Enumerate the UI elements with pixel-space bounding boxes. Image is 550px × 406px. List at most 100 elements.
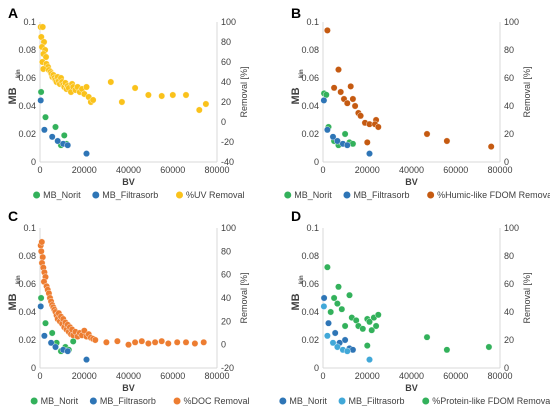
panel-c: C 0 0.02 0.04 0.06 0.08 0.1 -20 0 20 40 60 80 100 0 200… — [7, 208, 250, 406]
data-point — [331, 329, 339, 337]
y2-tick-label: 0 — [221, 340, 226, 350]
series--doc-removal — [37, 238, 208, 349]
y-axis-title-main: MB — [7, 87, 19, 104]
y-axis-title: MB kin — [290, 69, 305, 105]
y2-tick-label: 100 — [221, 223, 236, 233]
data-point — [48, 329, 56, 337]
y2-tick-label: 80 — [221, 37, 231, 47]
legend-marker — [176, 191, 183, 199]
series-mb-filtrasorb — [37, 303, 90, 364]
legend-label: %Humic-like FDOM Removal — [437, 190, 550, 200]
data-point — [334, 137, 341, 145]
data-point — [341, 130, 349, 138]
y2-tick-label: 80 — [221, 246, 231, 256]
data-point — [39, 253, 47, 261]
data-point — [144, 91, 152, 99]
y2-tick-label: 40 — [504, 101, 514, 111]
data-point — [349, 95, 357, 103]
y-tick-label: 0.04 — [301, 307, 319, 317]
data-point — [107, 78, 115, 86]
y2-tick-label: 40 — [221, 293, 231, 303]
data-point — [357, 112, 365, 120]
data-point — [335, 283, 342, 291]
data-point — [329, 339, 337, 347]
legend-marker — [422, 397, 430, 405]
panel-b: B 0 0.02 0.04 0.06 0.08 0.1 0 20 40 60 80 100 0 20000 4… — [284, 5, 550, 200]
y-tick-label: 0.04 — [18, 101, 36, 111]
y-tick-label: 0.02 — [18, 129, 36, 139]
data-point — [351, 102, 359, 110]
panel-a: A 0 0.02 0.04 0.06 0.08 0.1 -40 -20 0 20 40 60 80 100 0… — [7, 5, 249, 200]
panel-letter: D — [291, 208, 301, 224]
x-axis-title: BV — [122, 177, 135, 187]
data-point — [374, 311, 382, 319]
legend: MB_Norit MB_Filtrasorb %Humic-like FDOM Re… — [284, 190, 550, 200]
data-point — [423, 333, 431, 341]
y-axis-title-subscript: kin — [16, 275, 22, 284]
legend-marker — [33, 191, 41, 199]
series--protein-like-fdom-removal — [324, 263, 493, 354]
panel-letter: C — [8, 208, 18, 224]
data-point — [368, 326, 376, 334]
data-point — [52, 343, 59, 351]
data-point — [324, 263, 331, 271]
legend-label: MB_Norit — [289, 396, 327, 406]
data-point — [125, 341, 132, 349]
y2-axis-title: Removal [%] — [522, 66, 532, 117]
x-tick-label: 0 — [320, 371, 325, 381]
data-point — [330, 84, 338, 92]
data-point — [366, 318, 373, 326]
x-tick-label: 0 — [37, 371, 42, 381]
y2-tick-label: 20 — [504, 129, 514, 139]
x-tick-label: 80000 — [487, 165, 512, 175]
x-tick-label: 40000 — [399, 165, 424, 175]
panel-letter: B — [291, 5, 301, 21]
y-tick-label: 0.06 — [18, 279, 36, 289]
data-point — [372, 322, 380, 330]
series-mb-filtrasorb — [320, 97, 373, 158]
data-point — [131, 84, 139, 92]
x-tick-label: 40000 — [116, 165, 141, 175]
data-point — [38, 238, 46, 246]
data-point — [138, 337, 146, 345]
legend: MB_Norit MB_Filtrasorb %DOC Removal — [30, 396, 250, 406]
y2-axis-title: Removal [%] — [522, 272, 532, 323]
x-tick-label: 40000 — [116, 371, 141, 381]
data-point — [37, 88, 45, 96]
data-point — [337, 88, 345, 96]
data-point — [343, 347, 351, 355]
data-point — [89, 96, 97, 104]
data-point — [64, 347, 72, 355]
data-point — [487, 143, 495, 151]
data-point — [324, 26, 331, 34]
legend-label: MB_Filtrasorb — [353, 190, 409, 200]
legend-label: %Protein-like FDOM Removal — [432, 396, 550, 406]
legend: MB_Norit MB_Filtrasorb %Protein-like FDOM … — [279, 396, 550, 406]
legend-marker — [173, 397, 181, 405]
y-tick-label: 0.02 — [301, 129, 319, 139]
data-point — [114, 337, 121, 345]
x-tick-label: 60000 — [443, 371, 468, 381]
y-tick-label: 0.1 — [306, 17, 319, 27]
legend-label: MB_Filtrasorb — [100, 396, 156, 406]
y-tick-label: 0 — [314, 157, 319, 167]
data-point — [349, 346, 357, 354]
data-point — [37, 97, 45, 104]
data-point — [83, 150, 90, 158]
data-point — [324, 332, 331, 340]
data-point — [41, 126, 48, 134]
data-point — [164, 340, 172, 347]
series-mb-filtrasorb — [320, 303, 373, 364]
y-tick-label: 0.08 — [301, 251, 319, 261]
y-tick-label: 0 — [31, 157, 36, 167]
x-tick-label: 60000 — [443, 165, 468, 175]
data-point — [48, 133, 56, 141]
legend-marker — [338, 397, 346, 405]
data-point — [182, 338, 190, 346]
y-axis-title: MB kin — [7, 275, 22, 311]
data-point — [443, 137, 451, 145]
panel-d: D 0 0.02 0.04 0.06 0.08 0.1 0 20 40 60 80 100 0 20000 4… — [279, 208, 550, 406]
y-axis-title-subscript: kin — [16, 69, 22, 78]
data-point — [52, 123, 59, 131]
y2-tick-label: 100 — [221, 17, 236, 27]
